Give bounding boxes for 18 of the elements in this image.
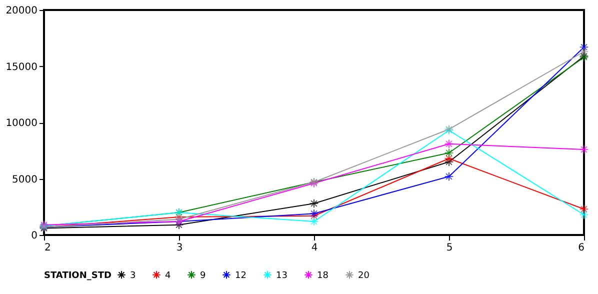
- y-tick-label: 15000: [6, 62, 38, 73]
- legend-title: STATION_STD: [44, 271, 112, 281]
- legend-label: 18: [317, 270, 329, 281]
- legend-label: 4: [165, 270, 171, 281]
- legend-label: 13: [276, 270, 288, 281]
- x-tick-label: 4: [311, 242, 318, 254]
- y-tick-label: 20000: [6, 6, 38, 16]
- y-tick-label: 5000: [12, 174, 38, 186]
- x-tick-label: 6: [578, 242, 584, 254]
- legend-label: 3: [130, 270, 136, 281]
- legend-label: 12: [235, 270, 246, 281]
- legend-label: 20: [358, 270, 370, 281]
- legend-label: 9: [200, 270, 206, 281]
- x-tick-label: 5: [446, 242, 453, 254]
- y-tick-label: 10000: [6, 118, 38, 129]
- x-tick-label: 3: [176, 242, 183, 254]
- x-tick-label: 2: [44, 242, 51, 254]
- y-tick-label: 0: [31, 230, 38, 242]
